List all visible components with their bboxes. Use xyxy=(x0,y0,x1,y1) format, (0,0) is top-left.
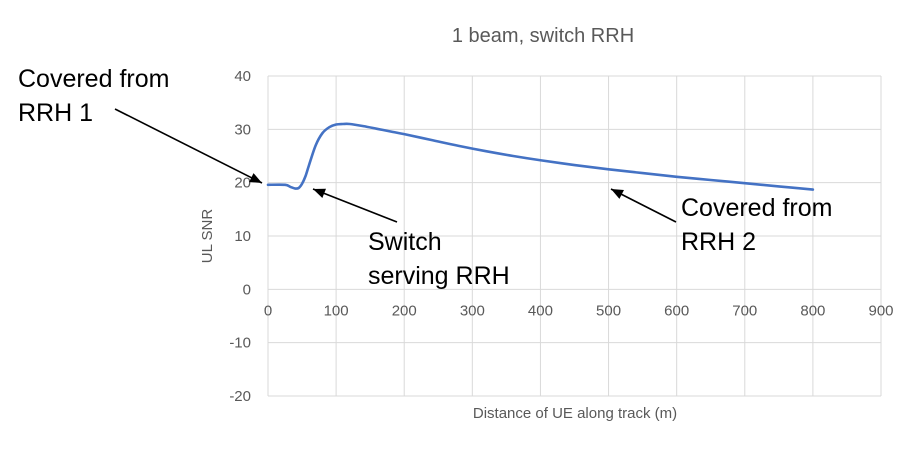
chart-title: 1 beam, switch RRH xyxy=(452,25,634,47)
x-tick-label: 600 xyxy=(664,302,689,319)
y-tick-label: -20 xyxy=(229,388,251,405)
x-tick-label: 200 xyxy=(392,302,417,319)
annotation-arrow-rrh2 xyxy=(610,188,677,223)
annotation-arrow-rrh1 xyxy=(114,108,263,184)
y-axis-title: UL SNR xyxy=(199,209,216,264)
x-tick-label: 900 xyxy=(868,302,893,319)
x-tick-label: 700 xyxy=(732,302,757,319)
y-tick-label: 40 xyxy=(234,68,251,85)
annotation-rrh1-line1: Covered from xyxy=(18,65,169,93)
y-tick-label: 20 xyxy=(234,175,251,192)
x-tick-label: 400 xyxy=(528,302,553,319)
annotation-rrh2-line1: Covered from xyxy=(681,194,832,222)
annotation-arrowhead-rrh2 xyxy=(611,189,624,199)
gridlines xyxy=(267,75,882,397)
annotation-rrh1-line2: RRH 1 xyxy=(18,99,93,127)
x-tick-label: 300 xyxy=(460,302,485,319)
y-tick-label: 0 xyxy=(243,281,251,298)
y-tick-label: -10 xyxy=(229,335,251,352)
x-tick-label: 0 xyxy=(264,302,272,319)
y-tick-label: 10 xyxy=(234,228,251,245)
annotation-switch-line1: Switch xyxy=(368,228,442,256)
annotation-rrh2-line2: RRH 2 xyxy=(681,228,756,256)
annotation-arrowhead-rrh1 xyxy=(249,173,262,183)
series-line-ul-snr xyxy=(266,122,815,191)
annotation-switch-line2: serving RRH xyxy=(368,262,510,290)
x-tick-label: 500 xyxy=(596,302,621,319)
y-tick-label: 30 xyxy=(234,121,251,138)
x-tick-label: 100 xyxy=(324,302,349,319)
x-axis-title: Distance of UE along track (m) xyxy=(473,405,677,422)
annotation-arrow-switch xyxy=(312,188,398,223)
annotation-arrowhead-switch xyxy=(313,188,326,199)
x-tick-label: 800 xyxy=(800,302,825,319)
